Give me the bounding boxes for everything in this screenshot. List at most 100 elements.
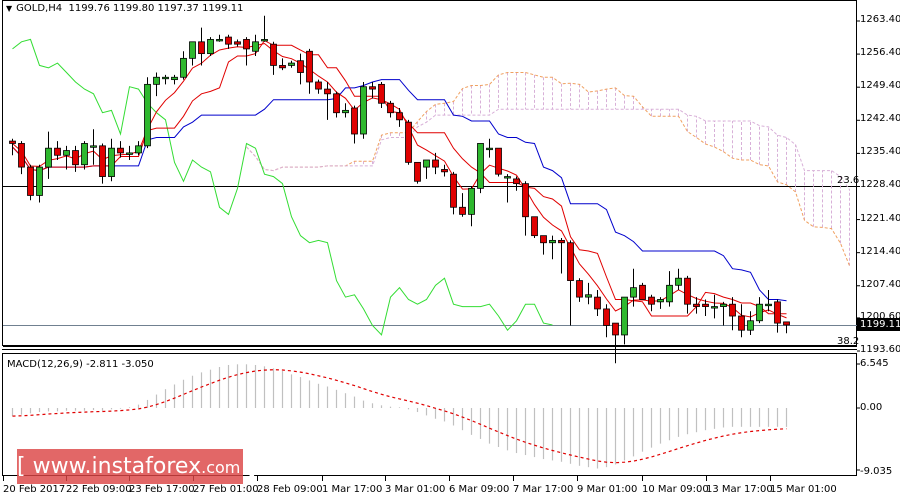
candle	[162, 76, 169, 80]
candle	[675, 277, 682, 286]
candle	[711, 306, 718, 309]
ichimoku-cloud	[354, 72, 850, 266]
candle	[513, 178, 520, 185]
candle	[702, 303, 709, 307]
candle	[765, 303, 772, 307]
price-tick: 1207.40	[860, 278, 900, 290]
price-tick: 1249.40	[860, 80, 900, 92]
time-tick: 1 Mar 17:00	[322, 484, 383, 495]
candle	[351, 107, 358, 135]
candle	[189, 41, 196, 59]
chikou-span-line	[12, 38, 553, 336]
candle	[531, 216, 538, 237]
candle	[495, 147, 502, 175]
candle	[414, 161, 421, 182]
candle	[387, 102, 394, 114]
candle	[243, 39, 250, 50]
candle	[783, 321, 790, 326]
time-tick: 13 Mar 17:00	[706, 484, 773, 495]
candle	[720, 303, 727, 307]
candle	[315, 81, 322, 90]
candle	[729, 303, 736, 317]
candle	[207, 39, 214, 55]
candle	[612, 322, 619, 336]
triangle-down-icon[interactable]: ▼	[6, 4, 13, 13]
candle	[405, 121, 412, 163]
candle	[459, 206, 466, 215]
candle	[378, 83, 385, 104]
candle	[324, 88, 331, 95]
candle	[423, 159, 430, 168]
candle	[432, 159, 439, 168]
candle	[567, 242, 574, 281]
candle	[576, 280, 583, 298]
watermark-banner[interactable]: [ www.instaforex.com ]	[17, 449, 256, 484]
senkou-span-b-line	[246, 108, 850, 190]
candle	[585, 294, 592, 298]
price-panel-frame	[2, 0, 857, 346]
candle	[54, 147, 61, 156]
price-tick: 1235.40	[860, 146, 900, 158]
candle	[279, 65, 286, 69]
time-tick: 6 Mar 09:00	[449, 484, 510, 495]
time-tick: 15 Mar 01:00	[770, 484, 837, 495]
time-tick: 9 Mar 01:00	[577, 484, 638, 495]
candle	[522, 183, 529, 218]
senkou-span-a-line	[246, 72, 850, 266]
candle	[297, 60, 304, 73]
candle	[684, 277, 691, 305]
price-tick: 1214.40	[860, 245, 900, 257]
candle	[369, 86, 376, 90]
price-tick: 1263.40	[860, 14, 900, 25]
candle	[747, 320, 754, 331]
candle	[603, 308, 610, 326]
macd-tick-min: -9.035	[860, 466, 893, 477]
macd-label: MACD(12,26,9) -2.811 -3.050	[7, 359, 154, 370]
candle	[621, 296, 628, 336]
candle	[27, 166, 34, 196]
price-tick: 1193.60	[860, 344, 900, 355]
macd-histogram	[11, 364, 788, 469]
candle	[666, 284, 673, 303]
candle	[171, 76, 178, 81]
macd-tick-zero: 0.00	[860, 402, 883, 413]
time-tick: 3 Mar 01:00	[385, 484, 446, 495]
candle	[36, 166, 43, 196]
candle	[225, 36, 232, 45]
candle	[45, 147, 52, 168]
price-tick: 1256.40	[860, 47, 900, 59]
candle	[486, 147, 493, 151]
fib-level-23-6: 23.6	[837, 175, 860, 186]
price-tick: 1200.60	[860, 310, 900, 322]
time-tick: 23 Feb 17:00	[129, 484, 195, 495]
candle	[18, 143, 25, 168]
candle	[360, 86, 367, 135]
candle	[540, 235, 547, 244]
kijun-sen-line	[12, 79, 787, 302]
candle	[306, 50, 313, 83]
time-tick: 10 Mar 09:00	[642, 484, 709, 495]
symbol-label: GOLD,H4	[16, 3, 63, 14]
candle	[333, 93, 340, 114]
price-tick: 1242.40	[860, 113, 900, 125]
candle	[90, 145, 97, 148]
candle	[630, 287, 637, 298]
candle	[504, 176, 511, 179]
chart-title: ▼ GOLD,H4 1199.76 1199.80 1197.37 1199.11	[6, 3, 243, 14]
candles	[9, 15, 790, 364]
candle	[126, 152, 133, 155]
candle	[594, 296, 601, 310]
candle	[342, 109, 349, 114]
price-tick: 1221.40	[860, 212, 900, 224]
time-tick: 22 Feb 09:00	[66, 484, 132, 495]
fib-level-38-2: 38.2	[837, 336, 860, 347]
candle	[756, 303, 763, 322]
candle	[153, 76, 160, 85]
candle	[63, 150, 70, 156]
candle	[72, 150, 79, 166]
candle	[288, 62, 295, 66]
candle	[117, 147, 124, 154]
candle	[639, 284, 646, 300]
candle	[99, 145, 106, 177]
